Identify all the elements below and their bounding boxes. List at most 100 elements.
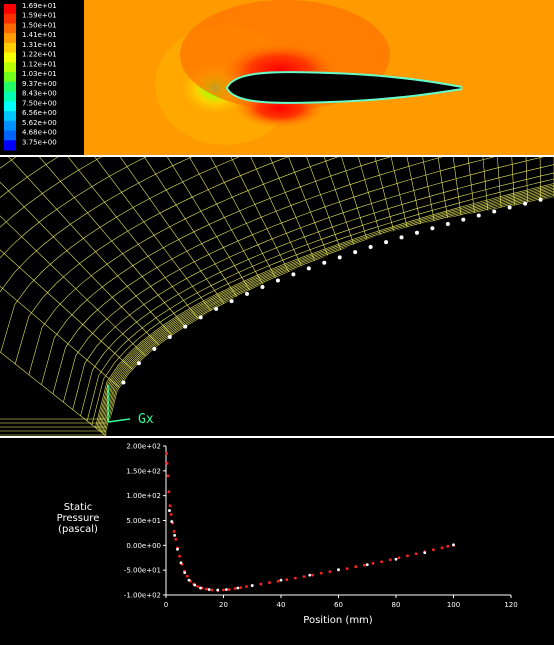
surface-node xyxy=(183,324,188,329)
x-tick-label: 80 xyxy=(392,601,401,609)
mesh-line xyxy=(144,157,239,299)
mesh-line xyxy=(189,157,265,287)
surface-node xyxy=(538,197,543,202)
data-point xyxy=(222,588,225,592)
axis-label: Gx xyxy=(138,412,154,427)
legend-label: 1.69e+01 xyxy=(22,2,57,10)
data-point xyxy=(193,583,197,587)
surface-node xyxy=(399,235,404,240)
legend-label: 1.59e+01 xyxy=(22,12,57,20)
data-point xyxy=(167,490,171,494)
data-point xyxy=(239,586,243,589)
surface-node xyxy=(414,230,419,235)
y-tick-label: 1.00e+02 xyxy=(126,492,161,500)
mesh-line xyxy=(0,157,102,228)
mesh-line xyxy=(41,157,391,385)
airfoil-shape xyxy=(228,73,462,102)
mesh-panel: Gx xyxy=(0,157,554,436)
data-point xyxy=(224,588,228,591)
x-tick-label: 40 xyxy=(277,601,286,609)
data-point xyxy=(328,570,332,574)
legend-label: 1.12e+01 xyxy=(22,60,57,68)
data-point xyxy=(227,588,231,591)
mesh-line xyxy=(452,157,463,221)
legend-swatch xyxy=(4,111,16,122)
mesh-line xyxy=(0,157,59,199)
legend-swatch xyxy=(4,120,16,132)
data-point xyxy=(183,571,187,575)
data-point xyxy=(311,573,315,577)
data-point xyxy=(176,547,179,551)
contour-plot-panel: 1.69e+01 1.59e+01 1.50e+01 1.41e+01 1.31e+01… xyxy=(0,0,554,155)
data-point xyxy=(168,504,172,507)
axis-triad: Gx xyxy=(107,385,154,427)
surface-node xyxy=(136,361,141,366)
mesh-line xyxy=(80,164,554,416)
mesh-line xyxy=(306,157,344,257)
data-point xyxy=(236,586,240,590)
data-point xyxy=(173,534,177,537)
data-point xyxy=(233,587,237,590)
surface-node xyxy=(430,226,435,231)
mesh-line xyxy=(8,157,173,336)
legend-swatch xyxy=(4,4,16,15)
data-point xyxy=(446,544,450,548)
data-point xyxy=(196,585,200,588)
mesh-line xyxy=(0,351,107,436)
surface-node xyxy=(337,255,342,260)
data-point xyxy=(216,588,220,592)
mesh-line xyxy=(119,157,225,305)
mesh-line xyxy=(0,181,159,345)
legend-label: 1.31e+01 xyxy=(22,41,57,49)
data-point xyxy=(362,563,366,567)
legend-label: 8.43e+00 xyxy=(22,90,57,98)
mesh-line xyxy=(0,157,240,353)
legend-label: 1.41e+01 xyxy=(22,31,57,39)
mesh-line xyxy=(390,157,410,236)
mesh-line xyxy=(63,157,495,403)
legend-swatch xyxy=(4,23,16,34)
legend-label: 5.62e+00 xyxy=(22,119,57,127)
legend-label: 1.22e+01 xyxy=(22,51,57,59)
mesh-line xyxy=(67,157,199,319)
data-point xyxy=(268,581,271,584)
legend-swatch xyxy=(4,33,16,44)
panel-divider xyxy=(0,155,554,157)
surface-node xyxy=(492,209,497,214)
mesh-line xyxy=(96,184,554,429)
y-tick-label: 2.00e+02 xyxy=(126,443,161,451)
data-point xyxy=(354,565,358,569)
data-point xyxy=(204,587,208,591)
mesh-line xyxy=(210,157,278,282)
mesh-line xyxy=(323,157,357,253)
mesh-view: Gx xyxy=(0,157,554,436)
data-point xyxy=(276,579,280,583)
surface-node xyxy=(152,346,157,351)
mesh-line xyxy=(341,157,370,248)
x-tick-label: 60 xyxy=(334,601,343,609)
mesh-line xyxy=(0,157,193,293)
plot-axes: 2.00e+02 1.50e+02 1.00e+02 5.00e+01 0.00e+00… xyxy=(124,443,518,610)
surface-node xyxy=(384,240,389,245)
mesh-line xyxy=(0,249,133,370)
data-point xyxy=(397,556,401,560)
mesh-line xyxy=(230,157,291,276)
contour-plot: 1.69e+01 1.59e+011.50e+01 1.41e+01 1.31e+01… xyxy=(0,0,554,155)
data-point xyxy=(293,576,297,580)
data-point xyxy=(165,452,168,455)
surface-node xyxy=(245,291,250,296)
y-tick-label: -1.00e+02 xyxy=(124,592,161,600)
surface-node xyxy=(445,221,450,226)
data-point xyxy=(371,561,375,565)
data-point xyxy=(178,554,181,558)
x-tick-label: 100 xyxy=(447,601,460,609)
surface-node xyxy=(476,213,481,218)
mesh-line xyxy=(97,186,554,430)
pressure-plot: 2.00e+02 1.50e+02 1.00e+02 5.00e+01 0.00e+00… xyxy=(57,443,518,627)
mesh-line xyxy=(98,187,554,431)
surface-node xyxy=(121,380,126,385)
mesh-line xyxy=(14,157,289,365)
data-point xyxy=(394,557,398,561)
data-point xyxy=(185,574,189,578)
surface-node xyxy=(523,201,528,206)
